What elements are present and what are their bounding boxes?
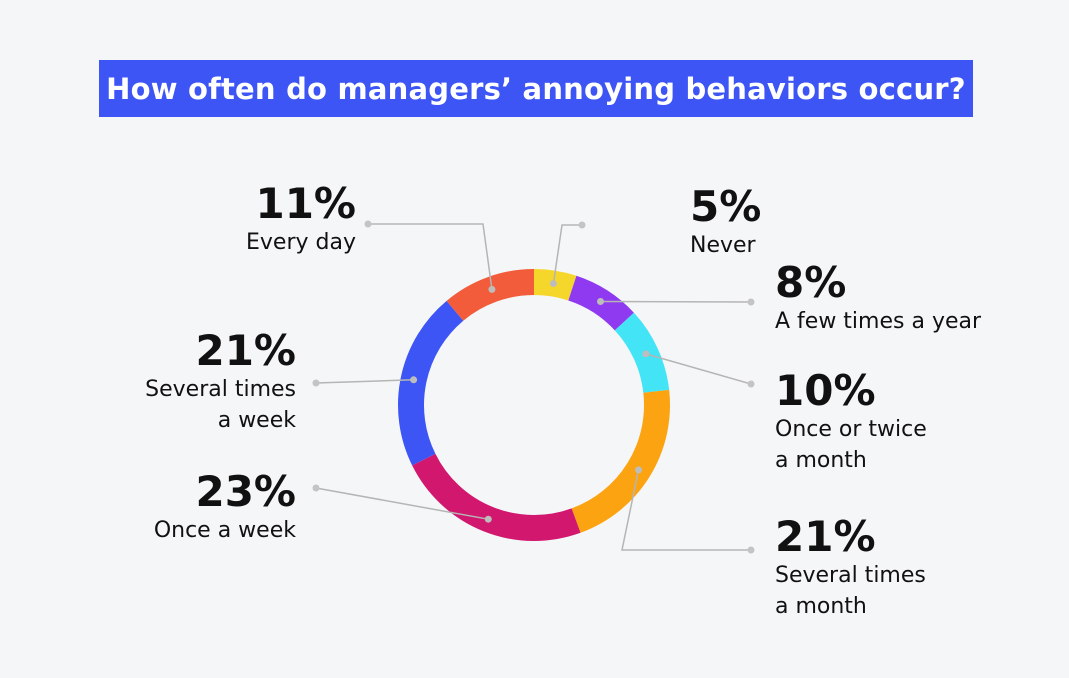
leader-dot-end-every-day xyxy=(364,220,372,228)
label-never: 5% Never xyxy=(690,186,761,261)
leader-dot-end-several-times-a-week xyxy=(312,379,320,387)
leader-dot-end-a-few-times-a-year xyxy=(747,298,755,306)
value-label-once-week: 23% xyxy=(195,467,296,516)
leader-dot-end-once-or-twice-a-month xyxy=(747,380,755,388)
category-label-every-day: Every day xyxy=(246,230,356,255)
leader-line-once-or-twice-a-month xyxy=(645,353,752,385)
donut-slice-a-few-times-a-year xyxy=(567,275,634,331)
category-label-once-twice-month-line2: a month xyxy=(775,448,867,473)
donut-slice-every-day xyxy=(446,269,535,321)
leader-line-several-times-a-month xyxy=(621,469,751,551)
leader-line-never xyxy=(552,224,582,284)
label-few-times-year: 8% A few times a year xyxy=(775,262,981,337)
label-several-month: 21% Several times a month xyxy=(775,516,926,622)
label-several-week: 21% Several times a week xyxy=(145,330,296,436)
leader-dot-start-every-day xyxy=(488,285,496,293)
leader-dot-start-several-times-a-week xyxy=(410,376,418,384)
leader-dot-start-never xyxy=(549,280,557,288)
leader-dot-start-several-times-a-month xyxy=(635,466,643,474)
category-label-several-week-line2: a week xyxy=(217,408,296,433)
label-once-week: 23% Once a week xyxy=(154,471,296,546)
value-label-several-week: 21% xyxy=(195,326,296,375)
value-label-every-day: 11% xyxy=(255,179,356,228)
category-label-once-week: Once a week xyxy=(153,518,296,543)
donut-slice-several-times-a-month xyxy=(571,389,670,533)
category-label-few-times-year: A few times a year xyxy=(775,309,982,334)
category-label-several-month-line2: a month xyxy=(775,594,867,619)
leader-dot-start-once-a-week xyxy=(484,515,492,523)
label-once-twice-month: 10% Once or twice a month xyxy=(775,370,927,476)
donut-slice-several-times-a-week xyxy=(398,300,464,466)
chart-title-bar: How often do managers’ annoying behavior… xyxy=(99,60,973,117)
leader-dot-end-never xyxy=(578,221,586,229)
label-every-day: 11% Every day xyxy=(246,183,356,258)
leader-dot-start-a-few-times-a-year xyxy=(596,298,604,306)
leader-dot-end-once-a-week xyxy=(312,484,320,492)
chart-title: How often do managers’ annoying behavior… xyxy=(106,71,966,106)
category-label-never: Never xyxy=(690,233,756,258)
value-label-several-month: 21% xyxy=(775,512,876,561)
value-label-once-twice-month: 10% xyxy=(775,366,876,415)
category-label-several-month-line1: Several times xyxy=(775,563,926,588)
category-label-once-twice-month-line1: Once or twice xyxy=(775,417,927,442)
donut-slice-once-or-twice-a-month xyxy=(614,312,670,394)
value-label-never: 5% xyxy=(690,182,762,231)
leader-line-once-a-week xyxy=(315,487,489,520)
leader-dot-start-once-or-twice-a-month xyxy=(642,350,650,358)
category-label-several-week-line1: Several times xyxy=(145,377,296,402)
leader-line-every-day xyxy=(368,223,493,290)
donut-slice-once-a-week xyxy=(412,453,581,541)
value-label-few-times-year: 8% xyxy=(775,258,847,307)
leader-dot-end-several-times-a-month xyxy=(747,546,755,554)
leader-line-several-times-a-week xyxy=(315,379,414,384)
